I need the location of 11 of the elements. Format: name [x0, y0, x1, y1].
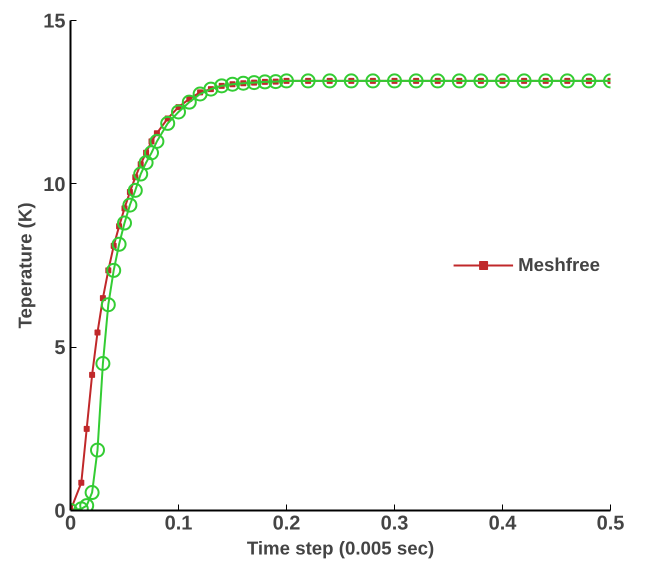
y-tick-label: 15 — [43, 10, 66, 32]
y-tick-label: 10 — [43, 174, 66, 196]
x-tick-label: 0.1 — [164, 512, 192, 534]
x-tick-label: 0.4 — [488, 512, 518, 534]
x-axis-title: Time step (0.005 sec) — [246, 538, 434, 558]
x-tick-label: 0.3 — [380, 512, 408, 534]
y-axis-title: Teperature (K) — [14, 202, 36, 329]
y-tick-label: 5 — [54, 337, 66, 360]
legend-label: Meshfree — [518, 254, 600, 276]
x-tick-label: 0.5 — [596, 512, 624, 534]
x-tick-label: 0.2 — [272, 512, 300, 534]
